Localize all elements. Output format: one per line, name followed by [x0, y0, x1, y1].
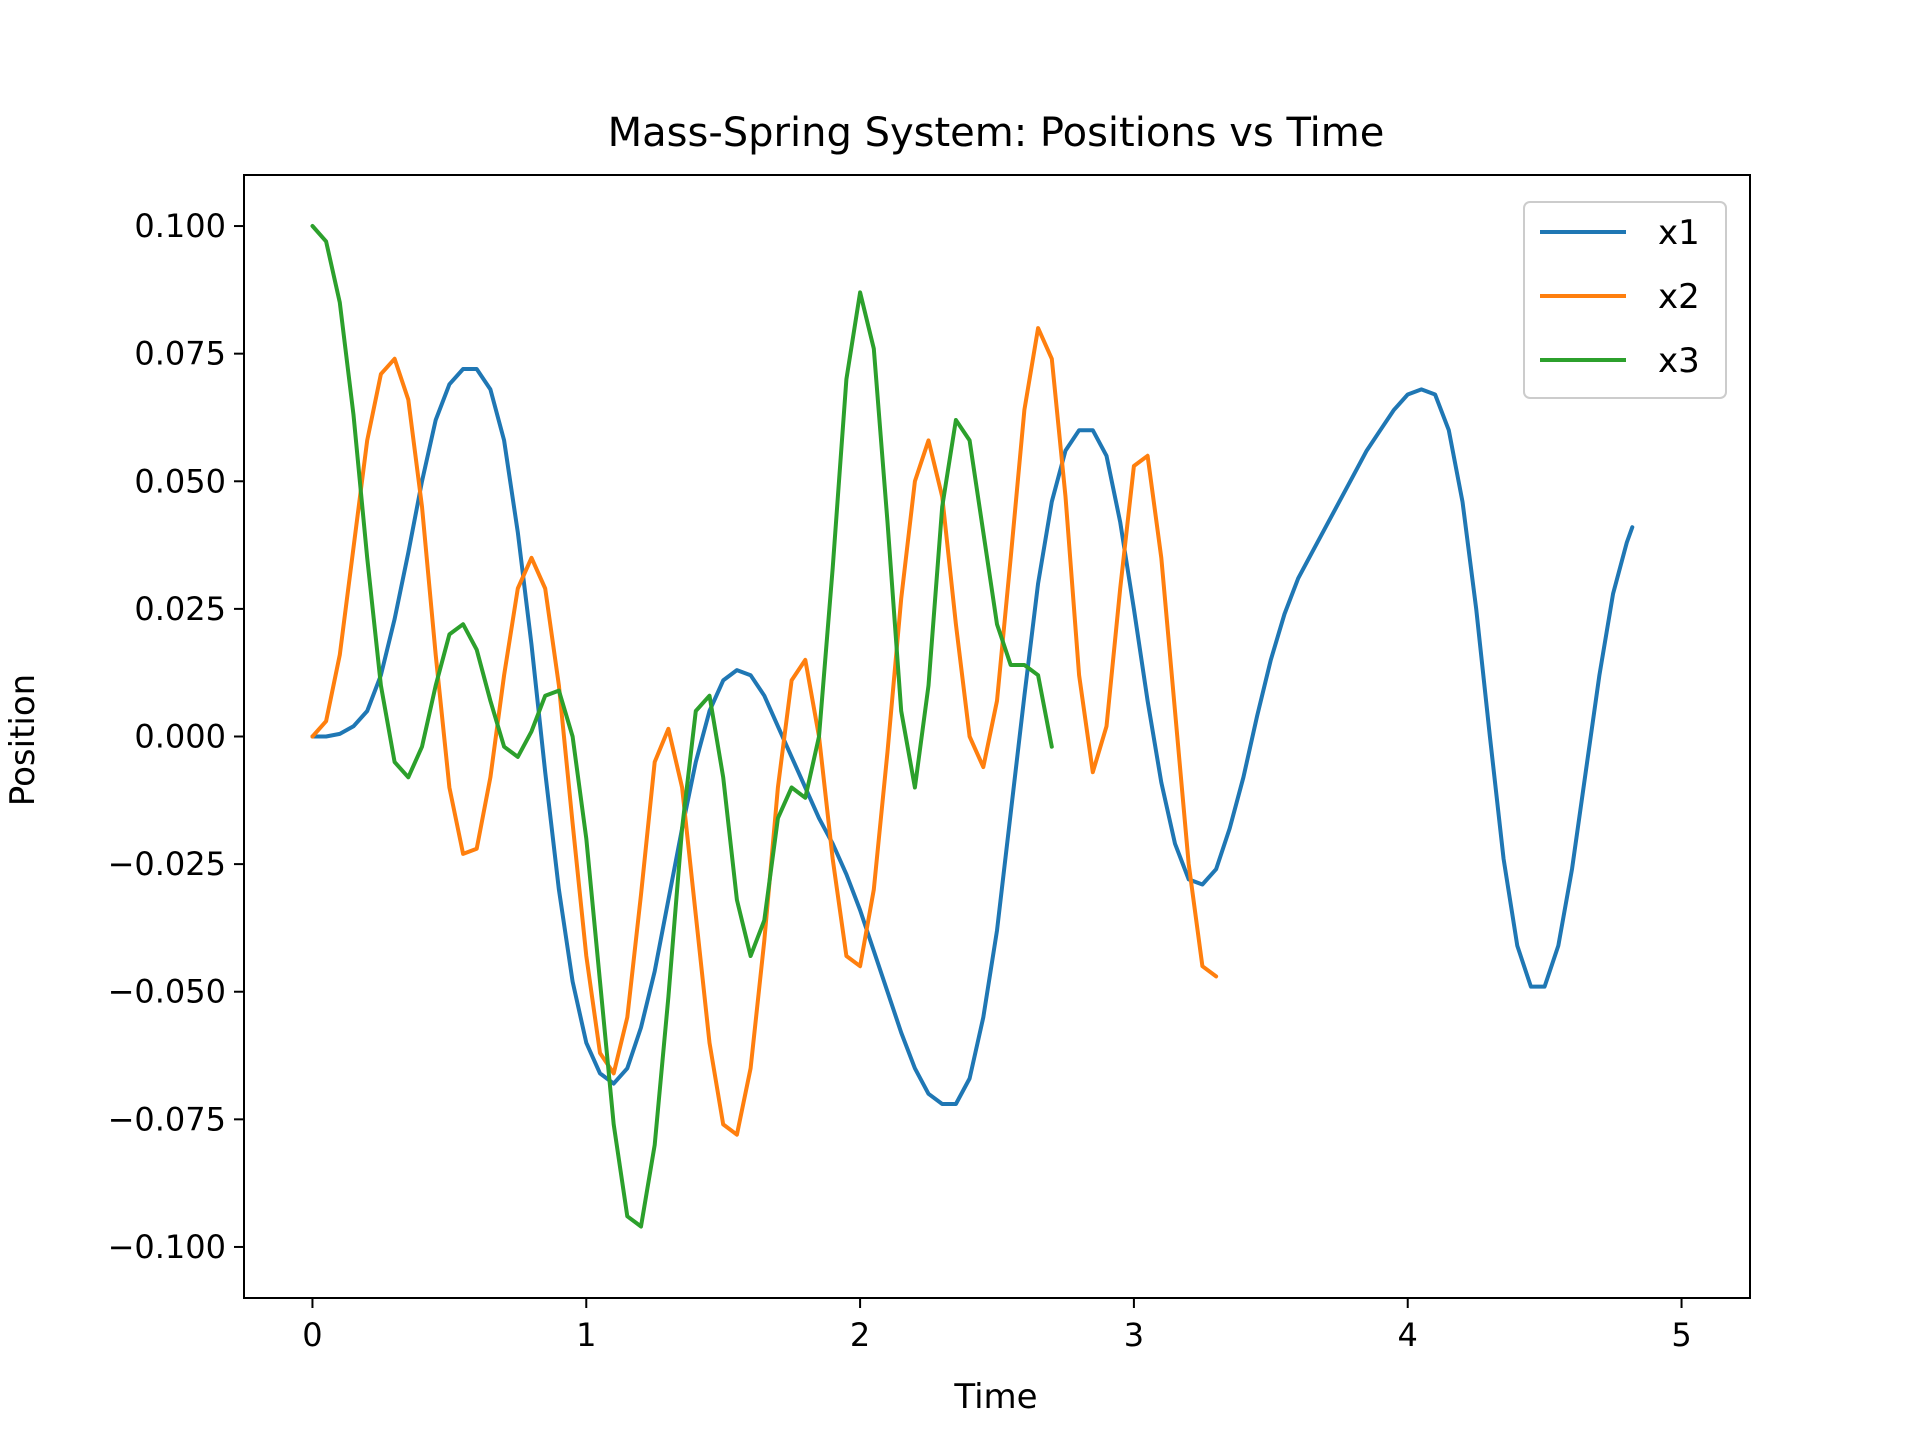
x-tick-label: 0	[302, 1316, 322, 1354]
x-tick-label: 2	[850, 1316, 870, 1354]
y-tick-label: 0.075	[134, 335, 226, 373]
x-tick-label: 5	[1671, 1316, 1691, 1354]
legend-box	[1523, 201, 1727, 399]
plot-area: 0 1 2 3 4 5 0.100 0.075 0.050 0.025 0.000 −0.025 −0…	[108, 174, 1751, 1354]
series-line-x2	[310, 326, 1219, 1137]
x-tick-label: 1	[576, 1316, 596, 1354]
x-axis-label: Time	[953, 1377, 1037, 1417]
legend-items: x1 x2 x3	[1540, 213, 1700, 381]
legend: x1 x2 x3	[1523, 201, 1727, 399]
y-tick-label: −0.075	[108, 1100, 226, 1138]
series-line-x3	[310, 224, 1054, 1229]
y-tick-label: 0.025	[134, 590, 226, 628]
series-line-x1	[310, 367, 1635, 1106]
x-tick-label: 3	[1124, 1316, 1144, 1354]
y-tick-label: 0.050	[134, 462, 226, 500]
y-tick-label: 0.100	[134, 207, 226, 245]
legend-label-x1: x1	[1658, 213, 1700, 253]
x-tick-label: 4	[1398, 1316, 1418, 1354]
y-tick-label: −0.050	[108, 973, 226, 1011]
y-tick-label: −0.025	[108, 845, 226, 883]
y-tick-label: 0.000	[134, 718, 226, 756]
x-axis-ticks: 0 1 2 3 4 5	[302, 1298, 1692, 1354]
series-layer	[310, 224, 1635, 1229]
y-axis-label: Position	[3, 674, 43, 806]
y-tick-label: −0.100	[108, 1228, 226, 1266]
legend-label-x2: x2	[1658, 277, 1700, 317]
chart-title: Mass-Spring System: Positions vs Time	[608, 110, 1385, 156]
legend-label-x3: x3	[1658, 341, 1700, 381]
y-axis-ticks: 0.100 0.075 0.050 0.025 0.000 −0.025 −0.050 −0.…	[108, 207, 244, 1266]
